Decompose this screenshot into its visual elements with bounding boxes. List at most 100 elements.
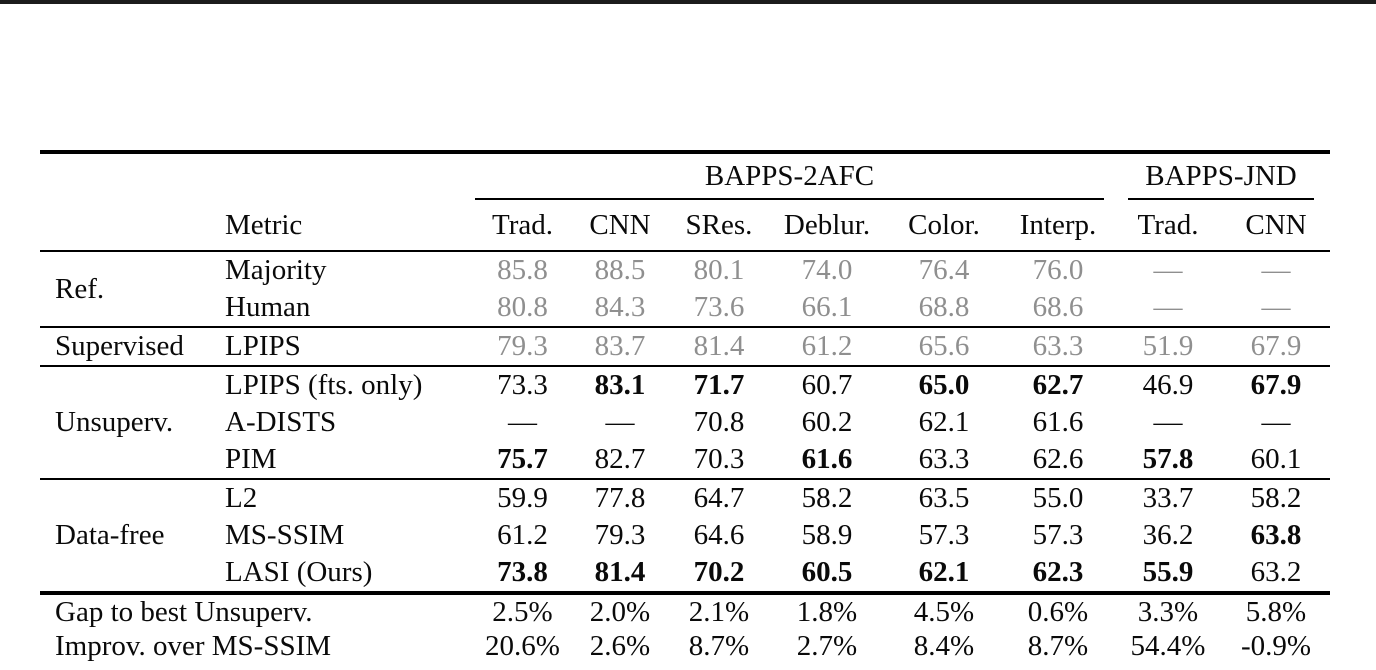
metric-value: 62.6 — [1002, 441, 1114, 480]
metric-value: 63.3 — [1002, 327, 1114, 367]
summary-row: Improv. over MS-SSIM 20.6% 2.6% 8.7% 2.7… — [40, 629, 1330, 663]
table-row: LASI (Ours) 73.8 81.4 70.2 60.5 62.1 62.… — [40, 554, 1330, 595]
metric-value: 75.7 — [475, 441, 570, 480]
metric-value: 73.6 — [670, 289, 768, 328]
summary-value: 2.5% — [492, 595, 553, 628]
metric-value: 65.0 — [918, 369, 970, 402]
metric-value: 67.9 — [1222, 327, 1330, 367]
metric-value: 59.9 — [497, 482, 548, 515]
metric-value: 57.8 — [1114, 441, 1222, 480]
summary-value: 8.7% — [1027, 629, 1089, 662]
metric-value: 76.0 — [1032, 254, 1084, 287]
column-header-interp: Interp. — [1002, 200, 1114, 252]
metric-value: — — [1261, 406, 1291, 439]
summary-value: 2.1% — [688, 595, 750, 628]
summary-value: -0.9% — [1240, 629, 1312, 662]
metric-value: 74.0 — [801, 254, 853, 287]
summary-value: 1.8% — [796, 595, 858, 628]
summary-value: 5.8% — [1245, 595, 1307, 628]
metric-value: — — [1153, 406, 1183, 439]
metric-value: 55.0 — [1032, 482, 1084, 515]
metric-value: 60.5 — [768, 554, 886, 595]
metric-value: 68.8 — [886, 289, 1002, 328]
metric-value: — — [1261, 254, 1291, 287]
metric-column-header: Metric — [225, 200, 475, 252]
metric-name: PIM — [225, 441, 475, 480]
metric-value: 62.3 — [1002, 554, 1114, 595]
corner-spacer — [40, 152, 475, 200]
metric-value: 66.1 — [768, 289, 886, 328]
metric-value: 85.8 — [497, 254, 548, 287]
metric-value: 67.9 — [1250, 369, 1302, 402]
metric-value: 83.7 — [570, 327, 670, 367]
metric-value: 65.6 — [886, 327, 1002, 367]
metric-value: 80.8 — [475, 289, 570, 328]
benchmark-results-table: BAPPS-2AFC BAPPS-JND Metric Trad. CNN SR… — [40, 150, 1330, 663]
metric-value: — — [1114, 289, 1222, 328]
metric-value: 57.3 — [1032, 519, 1084, 552]
metric-name: LPIPS (fts. only) — [225, 369, 423, 402]
metric-value: 83.1 — [594, 369, 646, 402]
metric-value: 79.3 — [594, 519, 646, 552]
metric-value: 64.6 — [693, 519, 745, 552]
metric-value: — — [508, 406, 537, 439]
summary-value: 4.5% — [913, 595, 975, 628]
column-header-trad-jnd: Trad. — [1114, 200, 1222, 252]
metric-value: 61.6 — [1032, 406, 1084, 439]
metric-value: 79.3 — [475, 327, 570, 367]
metric-value: 60.2 — [801, 406, 853, 439]
metric-value: 88.5 — [594, 254, 646, 287]
metric-name: LPIPS — [225, 327, 475, 367]
table-row: MS-SSIM 61.2 79.3 64.6 58.9 57.3 57.3 36… — [40, 517, 1330, 554]
metric-value: 63.5 — [918, 482, 970, 515]
metric-value: 63.2 — [1222, 554, 1330, 595]
metric-value: 61.6 — [768, 441, 886, 480]
col-group-bapps-jnd: BAPPS-JND — [1114, 152, 1330, 200]
metric-value: 84.3 — [570, 289, 670, 328]
metric-value: 77.8 — [594, 482, 646, 515]
metric-value: 73.3 — [497, 369, 548, 402]
metric-value: 82.7 — [570, 441, 670, 480]
metric-value: 60.7 — [801, 369, 853, 402]
metric-value: 63.3 — [886, 441, 1002, 480]
table-row: Human 80.8 84.3 73.6 66.1 68.8 68.6 — — — [40, 289, 1330, 328]
metric-value: 58.2 — [801, 482, 853, 515]
metric-value: 58.2 — [1250, 482, 1302, 515]
corner-spacer — [40, 200, 225, 252]
column-header-deblur: Deblur. — [768, 200, 886, 252]
metric-name: Majority — [225, 254, 327, 287]
row-group-label-ref: Ref. — [40, 251, 225, 328]
metric-value: 81.4 — [670, 327, 768, 367]
metric-value: 64.7 — [693, 482, 745, 515]
metric-value: 81.4 — [570, 554, 670, 595]
metric-value: 36.2 — [1142, 519, 1194, 552]
metric-value: 73.8 — [475, 554, 570, 595]
metric-value: 33.7 — [1142, 482, 1194, 515]
summary-value: 2.6% — [589, 629, 651, 662]
metric-name: A-DISTS — [225, 406, 337, 439]
metric-value: 68.6 — [1002, 289, 1114, 328]
table-row: Unsuperv. LPIPS (fts. only) 73.3 83.1 71… — [40, 366, 1330, 480]
metric-value: 62.7 — [1032, 369, 1084, 402]
column-header-row: Metric Trad. CNN SRes. Deblur. Color. In… — [40, 200, 1330, 252]
summary-label: Improv. over MS-SSIM — [55, 629, 332, 662]
metric-name: Human — [225, 289, 475, 328]
metric-value: — — [1153, 254, 1183, 287]
summary-value: 3.3% — [1137, 595, 1199, 628]
table-row: PIM 75.7 82.7 70.3 61.6 63.3 62.6 57.8 6… — [40, 441, 1330, 480]
metric-value: 60.1 — [1222, 441, 1330, 480]
metric-value: — — [605, 406, 635, 439]
metric-name: LASI (Ours) — [225, 554, 475, 595]
metric-value: 46.9 — [1142, 369, 1194, 402]
summary-value: 8.4% — [913, 629, 975, 662]
summary-value: 2.0% — [589, 595, 651, 628]
col-group-bapps-2afc: BAPPS-2AFC — [475, 152, 1114, 200]
col-group-2afc-label: BAPPS-2AFC — [475, 160, 1104, 200]
summary-value: 8.7% — [688, 629, 750, 662]
metric-value: 70.8 — [693, 406, 745, 439]
metric-value: 71.7 — [693, 369, 745, 402]
metric-value: 62.1 — [886, 554, 1002, 595]
col-group-jnd-label: BAPPS-JND — [1128, 160, 1314, 200]
metric-value: 61.2 — [768, 327, 886, 367]
row-group-label-data-free: Data-free — [40, 479, 225, 595]
